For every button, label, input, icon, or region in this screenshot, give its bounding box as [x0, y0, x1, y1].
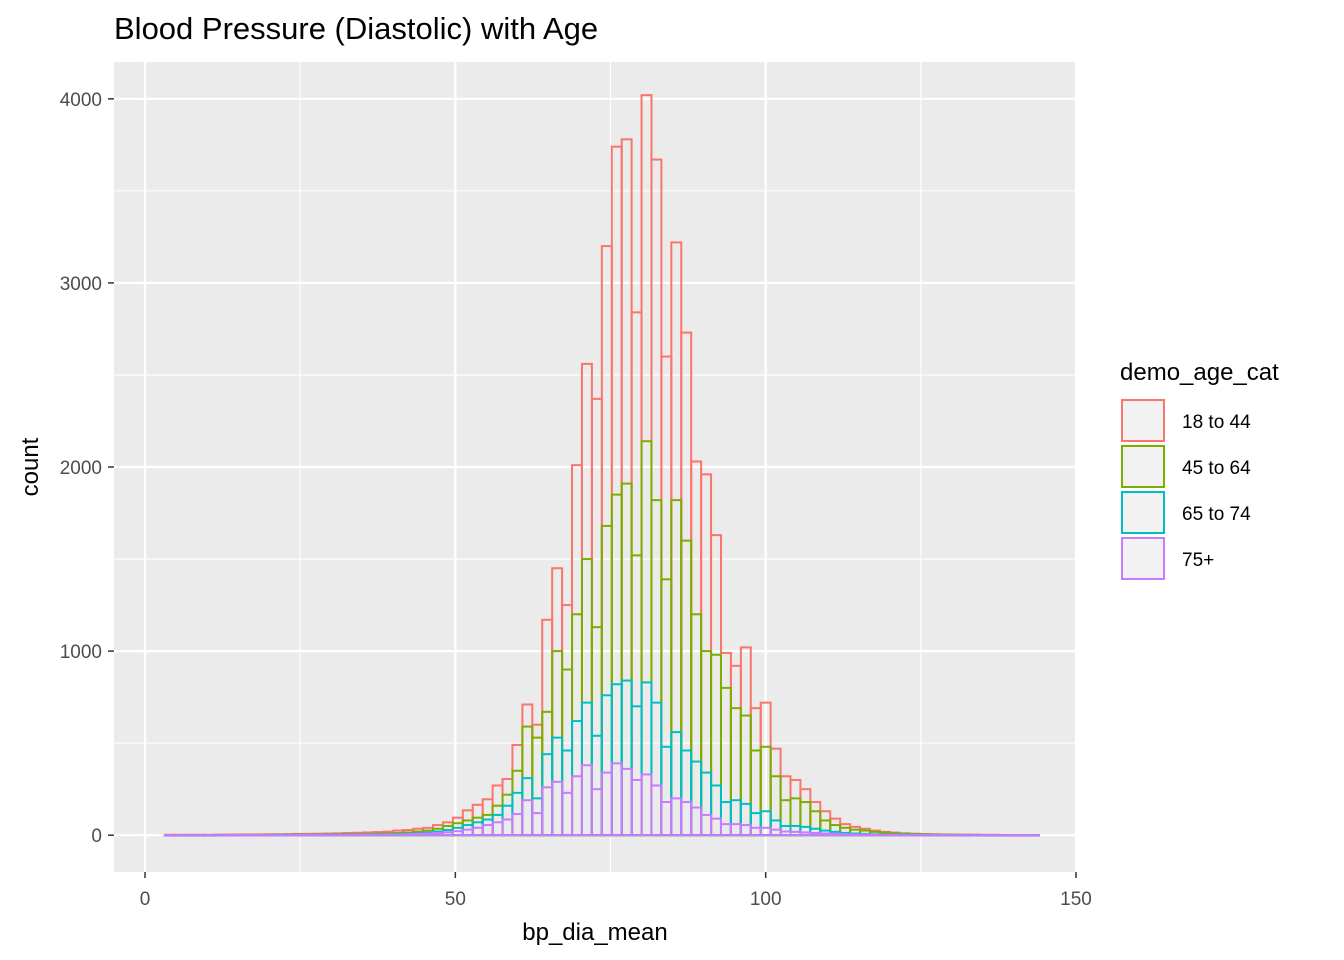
histogram-bar [422, 832, 435, 837]
x-tick-label: 150 [1060, 889, 1092, 910]
legend-label: 65 to 74 [1182, 504, 1251, 525]
y-tick-label: 0 [91, 826, 102, 847]
histogram-bar [868, 833, 881, 837]
histogram-bar [352, 833, 365, 837]
histogram-bar [372, 833, 385, 837]
y-tick-label: 1000 [60, 642, 102, 663]
legend-key [1121, 491, 1165, 534]
legend-title: demo_age_cat [1120, 359, 1279, 386]
legend-key [1121, 445, 1165, 488]
x-axis-ticks: 0 50 100 150 [140, 872, 1092, 910]
x-tick-label: 100 [750, 889, 782, 910]
histogram-bar [859, 833, 871, 837]
x-axis-title: bp_dia_mean [522, 919, 667, 946]
major-gridlines [114, 62, 1078, 872]
y-axis-ticks: 0 1000 2000 3000 4000 [60, 90, 114, 847]
legend-label: 75+ [1182, 550, 1214, 571]
y-tick-label: 2000 [60, 458, 102, 479]
histogram-bar [829, 832, 842, 837]
legend-key [1121, 399, 1165, 442]
y-tick-label: 4000 [60, 90, 102, 111]
histogram-bars [163, 94, 1040, 837]
histogram-bar [839, 833, 852, 837]
legend-label: 45 to 64 [1182, 458, 1251, 479]
x-tick-label: 50 [445, 889, 466, 910]
legend-key [1121, 537, 1165, 580]
chart-title: Blood Pressure (Diastolic) with Age [114, 11, 598, 46]
legend: demo_age_cat 18 to 44 45 to 64 65 to 74 75+ [1120, 359, 1279, 580]
y-tick-label: 3000 [60, 274, 102, 295]
legend-label: 18 to 44 [1182, 412, 1251, 433]
histogram-bar [819, 832, 832, 837]
histogram-bar [392, 833, 405, 837]
x-tick-label: 0 [140, 889, 151, 910]
histogram-bar [412, 832, 425, 837]
series-75+ [163, 762, 1040, 837]
histogram-bar [362, 833, 375, 837]
histogram-bar [402, 833, 415, 837]
histogram-bar [382, 833, 395, 837]
histogram-bar [849, 833, 862, 837]
legend-items: 18 to 44 45 to 64 65 to 74 75+ [1121, 399, 1251, 580]
y-axis-title: count [17, 437, 44, 496]
